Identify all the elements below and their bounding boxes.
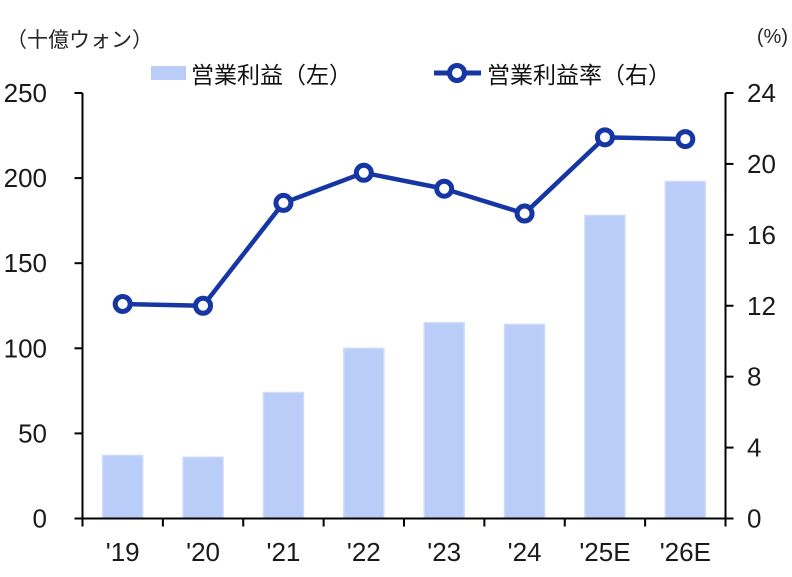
legend-label-operating-profit: 営業利益（左） (191, 62, 352, 88)
bar-'26E (664, 180, 707, 520)
bar-'19 (101, 454, 144, 520)
x-axis-category-label: '26E (660, 537, 711, 567)
line-marker-'25E (594, 127, 615, 148)
x-axis-category-label: '20 (186, 537, 220, 567)
left-axis-tick-label: 0 (33, 504, 47, 534)
left-axis-tick-label: 50 (18, 418, 47, 448)
x-axis-category-label: '19 (106, 537, 140, 567)
right-axis-tick-label: 16 (747, 220, 776, 250)
bar-'24 (503, 323, 546, 520)
right-axis-tick-label: 24 (747, 78, 776, 108)
legend: 営業利益（左） 営業利益率（右） (0, 58, 792, 90)
right-axis-tick-label: 4 (747, 433, 761, 463)
line-marker-'20 (193, 295, 214, 316)
right-axis-tick-label: 12 (747, 291, 776, 321)
line-series-marker-icon (433, 62, 482, 84)
left-axis-tick-label: 100 (4, 333, 47, 363)
right-axis-tick-label: 0 (747, 504, 761, 534)
x-axis-category-label: '21 (266, 537, 300, 567)
legend-item-operating-profit: 営業利益（左） (151, 58, 352, 88)
bar-'23 (423, 322, 465, 520)
right-axis-tick-label: 20 (747, 149, 776, 179)
left-axis-unit-label: （十億ウォン） (6, 29, 153, 52)
right-axis-tick-label: 8 (747, 362, 761, 392)
line-marker-'21 (273, 192, 294, 213)
bar-'21 (262, 391, 305, 520)
x-axis-category-label: '22 (347, 537, 381, 567)
right-axis-unit-label: (%) (756, 26, 788, 48)
x-axis-category-label: '23 (427, 537, 461, 567)
margin-line-series (122, 135, 686, 308)
bar-series-swatch-icon (151, 66, 186, 80)
bar-'25E (584, 214, 626, 520)
x-axis-category-label: '25E (579, 537, 630, 567)
line-marker-'23 (434, 178, 455, 199)
x-axis-category-label: '24 (508, 537, 542, 567)
line-marker-'26E (675, 129, 696, 150)
legend-label-operating-margin: 営業利益率（右） (487, 62, 671, 88)
bar-'20 (182, 456, 224, 520)
line-marker-'19 (112, 293, 133, 314)
legend-item-operating-margin: 営業利益率（右） (433, 58, 671, 88)
bar-'22 (343, 347, 385, 520)
left-axis-tick-label: 200 (4, 163, 47, 193)
left-axis-tick-label: 250 (4, 78, 47, 108)
line-marker-'24 (514, 203, 535, 224)
left-axis-tick-label: 150 (4, 248, 47, 278)
line-marker-'22 (353, 162, 374, 183)
